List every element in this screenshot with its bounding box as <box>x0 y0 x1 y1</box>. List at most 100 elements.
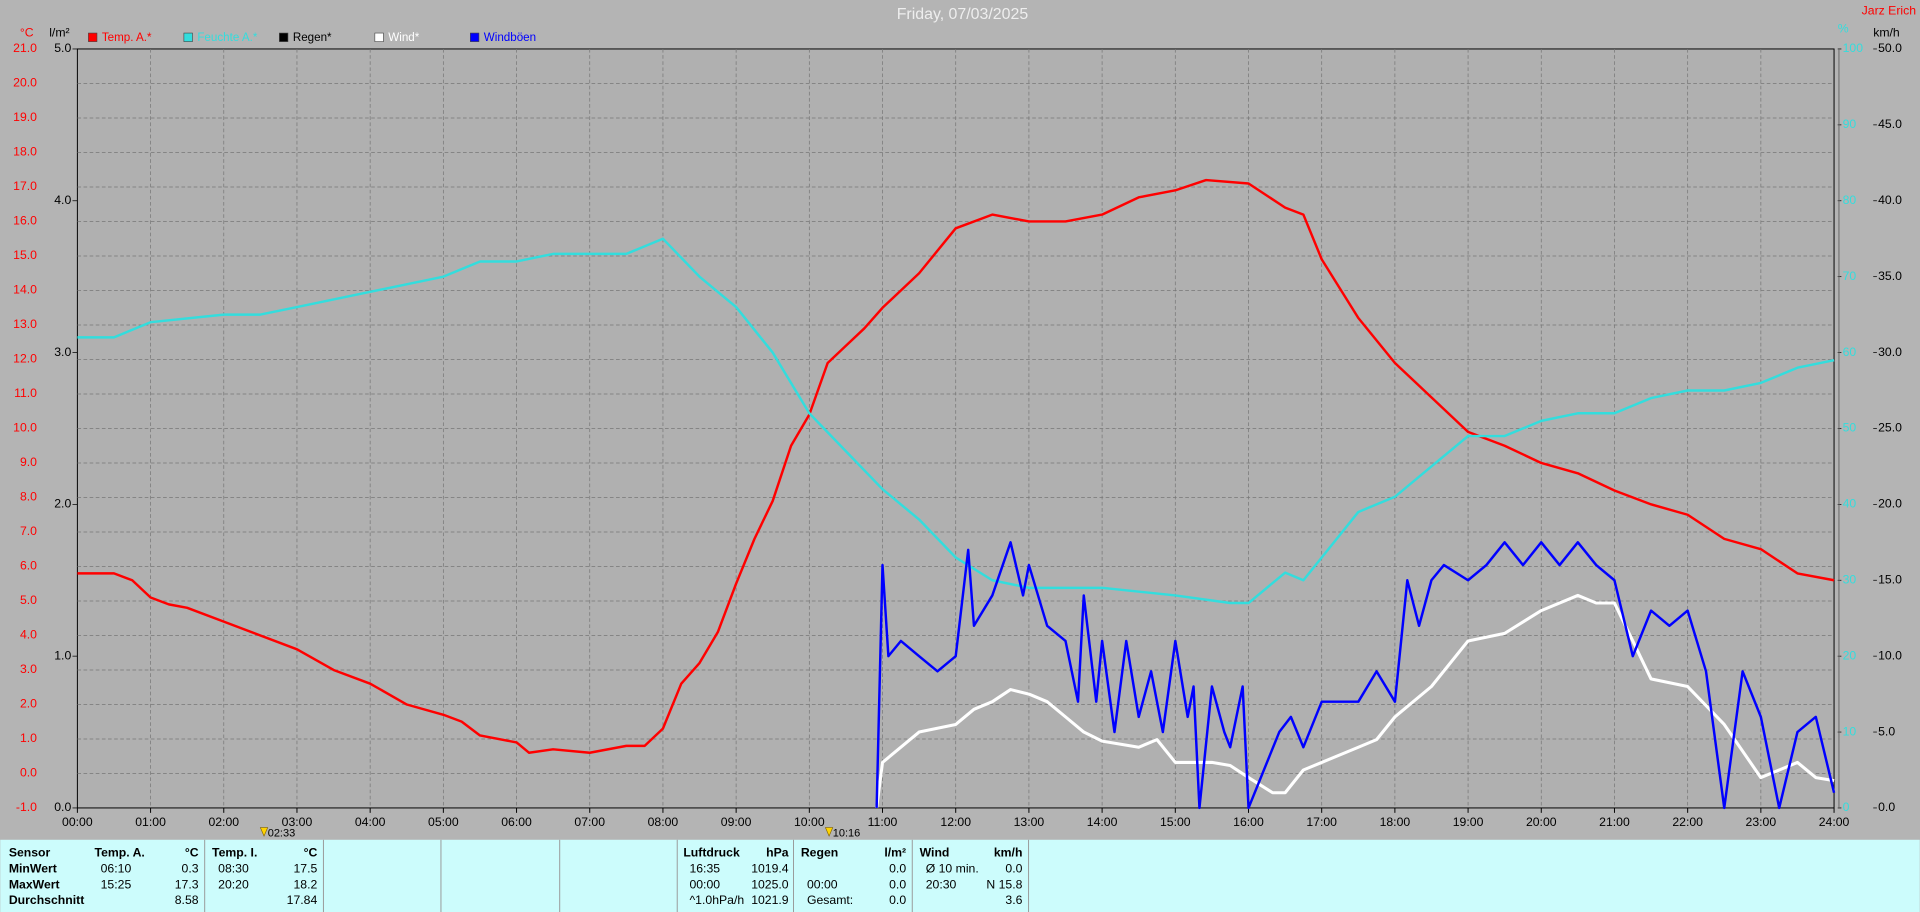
y-tick-label: 5.0 <box>1878 724 1895 738</box>
y-tick-label: 30.0 <box>1878 345 1902 359</box>
x-tick-label: 20:00 <box>1526 815 1557 829</box>
y-tick-label: 16.0 <box>13 214 37 228</box>
y-tick-label: 6.0 <box>20 559 37 573</box>
y-tick-label: 100 <box>1843 41 1864 55</box>
table-row-label: Durchschnitt <box>9 893 84 907</box>
axis-unit: l/m² <box>49 25 69 39</box>
legend-label: Wind* <box>388 31 419 44</box>
table-value: 1025.0 <box>751 877 789 891</box>
y-tick-label: 11.0 <box>14 386 37 400</box>
x-tick-label: 02:00 <box>208 815 239 829</box>
y-tick-label: 5.0 <box>54 41 71 55</box>
y-tick-label: 4.0 <box>54 193 71 207</box>
axis-unit: % <box>1838 22 1849 36</box>
chart-title: Friday, 07/03/2025 <box>897 6 1029 23</box>
y-tick-label: 70 <box>1843 269 1857 283</box>
axis-unit: °C <box>20 25 34 39</box>
y-tick-label: -1.0 <box>16 800 37 814</box>
y-tick-label: 12.0 <box>13 352 37 366</box>
legend-label: Windböen <box>484 31 536 44</box>
table-time: 15:25 <box>101 877 132 891</box>
table-unit: hPa <box>766 845 789 859</box>
y-tick-label: 20 <box>1843 648 1857 662</box>
y-tick-label: 15.0 <box>13 248 37 262</box>
y-tick-label: 40 <box>1843 497 1857 511</box>
series-line <box>77 237 1835 605</box>
y-tick-label: 3.0 <box>54 345 71 359</box>
y-tick-label: 20.0 <box>13 76 37 90</box>
x-tick-label: 14:00 <box>1087 815 1118 829</box>
y-tick-label: 0.0 <box>20 766 37 780</box>
y-tick-label: 20.0 <box>1878 497 1902 511</box>
x-tick-label: 22:00 <box>1672 815 1703 829</box>
legend-swatch <box>470 32 480 42</box>
series-line <box>875 593 1835 809</box>
y-tick-label: 50 <box>1843 421 1857 435</box>
y-tick-label: 35.0 <box>1878 269 1902 283</box>
y-tick-label: 0 <box>1843 800 1850 814</box>
y-tick-label: 50.0 <box>1878 41 1902 55</box>
legend-label: Temp. A.* <box>102 31 152 44</box>
x-tick-label: 19:00 <box>1453 815 1484 829</box>
y-tick-label: 13.0 <box>13 317 37 331</box>
table-unit: l/m² <box>884 845 906 859</box>
table-header: Temp. A. <box>95 845 145 859</box>
table-time: ^1.0hPa/h <box>689 893 744 907</box>
table-value: 0.0 <box>889 893 906 907</box>
y-tick-label: 14.0 <box>13 283 37 297</box>
legend-label: Regen* <box>293 31 332 44</box>
table-time: 00:00 <box>689 877 720 891</box>
y-tick-label: 1.0 <box>20 731 37 745</box>
table-header: Wind <box>920 845 950 859</box>
y-tick-label: 3.0 <box>20 662 37 676</box>
x-tick-label: 09:00 <box>721 815 752 829</box>
annotation-marker <box>824 827 834 837</box>
x-tick-label: 18:00 <box>1380 815 1411 829</box>
table-unit: °C <box>185 845 199 859</box>
annotation-label: 02:33 <box>268 828 296 840</box>
legend-swatch <box>279 32 289 42</box>
x-tick-label: 04:00 <box>355 815 386 829</box>
table-unit: °C <box>304 845 318 859</box>
table-value: 17.3 <box>175 877 199 891</box>
y-tick-label: 1.0 <box>54 648 71 662</box>
table-value: 0.0 <box>1005 861 1022 875</box>
table-value: 8.58 <box>175 893 199 907</box>
x-tick-label: 17:00 <box>1306 815 1337 829</box>
table-value: 1019.4 <box>751 861 789 875</box>
y-tick-label: 17.0 <box>13 179 37 193</box>
y-tick-label: 10.0 <box>13 421 37 435</box>
table-value: 1021.9 <box>751 893 789 907</box>
table-value: 3.6 <box>1005 893 1022 907</box>
table-value: 0.0 <box>889 861 906 875</box>
x-tick-label: 03:00 <box>282 815 313 829</box>
station-name: Jarz Erich <box>1862 3 1917 17</box>
y-tick-label: 45.0 <box>1878 117 1902 131</box>
stats-panel <box>0 839 1920 912</box>
y-tick-label: 2.0 <box>54 497 71 511</box>
y-tick-label: 4.0 <box>20 628 37 642</box>
y-tick-label: 10.0 <box>1878 648 1902 662</box>
table-header: Luftdruck <box>683 845 740 859</box>
y-tick-label: 30 <box>1843 572 1857 586</box>
series-line <box>77 178 1835 754</box>
table-header: Temp. I. <box>212 845 257 859</box>
table-value: N 15.8 <box>986 877 1022 891</box>
y-tick-label: 0.0 <box>1878 800 1895 814</box>
series-line <box>875 541 1836 810</box>
y-tick-label: 2.0 <box>20 697 37 711</box>
table-time: 20:20 <box>218 877 249 891</box>
x-tick-label: 15:00 <box>1160 815 1191 829</box>
table-time: 00:00 <box>807 877 838 891</box>
annotation-marker <box>259 827 269 837</box>
y-tick-label: 10 <box>1843 724 1857 738</box>
y-tick-label: 40.0 <box>1878 193 1902 207</box>
axis-unit: km/h <box>1873 25 1900 39</box>
table-time: 08:30 <box>218 861 249 875</box>
y-tick-label: 18.0 <box>13 145 37 159</box>
table-value: 18.2 <box>294 877 318 891</box>
y-tick-label: 60 <box>1843 345 1857 359</box>
table-time: Ø 10 min. <box>926 861 979 875</box>
legend-swatch <box>374 32 384 42</box>
x-tick-label: 10:00 <box>794 815 825 829</box>
